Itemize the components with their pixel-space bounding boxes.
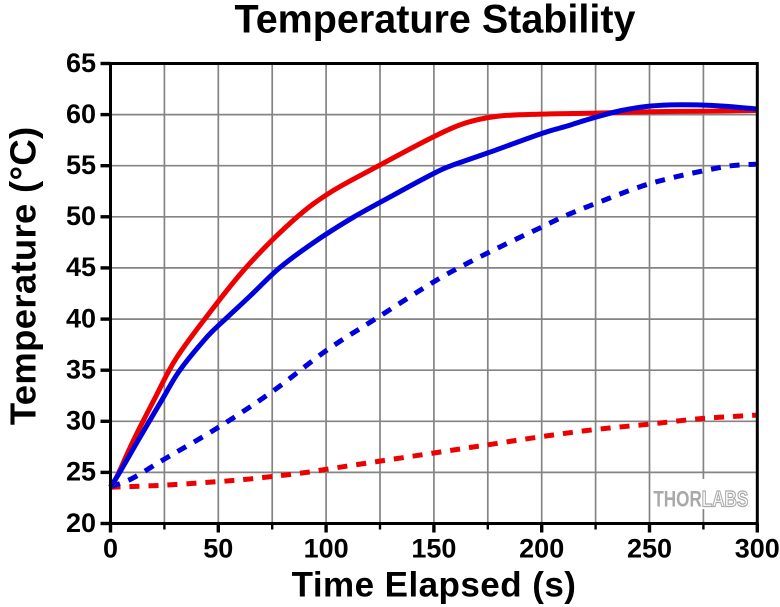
svg-text:25: 25 [66,457,96,487]
svg-text:40: 40 [66,303,96,333]
svg-text:200: 200 [519,534,564,564]
svg-text:55: 55 [66,150,96,180]
svg-text:50: 50 [203,534,233,564]
svg-text:Temperature (°C): Temperature (°C) [3,126,44,425]
svg-text:Temperature Stability: Temperature Stability [235,0,636,42]
svg-text:250: 250 [627,534,672,564]
svg-text:50: 50 [66,201,96,231]
svg-text:300: 300 [735,534,780,564]
svg-text:20: 20 [66,508,96,538]
svg-text:30: 30 [66,406,96,436]
svg-text:0: 0 [103,534,118,564]
svg-text:45: 45 [66,252,96,282]
svg-text:60: 60 [66,99,96,129]
svg-text:65: 65 [66,48,96,78]
svg-text:35: 35 [66,355,96,385]
svg-text:Time Elapsed (s): Time Elapsed (s) [292,566,577,605]
svg-text:150: 150 [411,534,456,564]
svg-text:THORLABS: THORLABS [653,488,748,513]
svg-text:100: 100 [304,534,349,564]
